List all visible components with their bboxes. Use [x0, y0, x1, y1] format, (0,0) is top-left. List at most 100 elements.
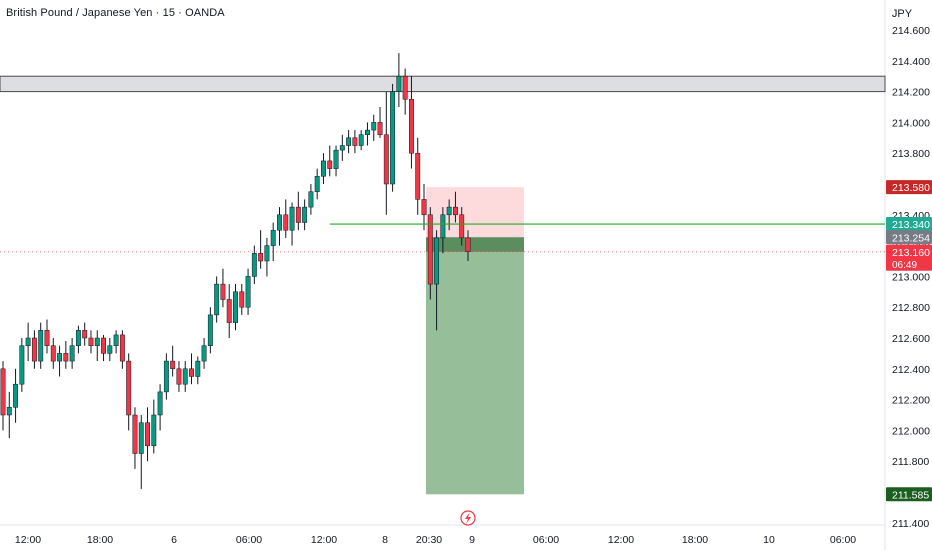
candle[interactable]: [13, 383, 19, 408]
price-tick-label: 212.200: [892, 395, 930, 407]
candle[interactable]: [396, 75, 402, 92]
candle[interactable]: [283, 214, 289, 231]
candle[interactable]: [82, 330, 88, 339]
currency-label: JPY: [892, 8, 913, 20]
candle[interactable]: [264, 245, 270, 262]
candle[interactable]: [333, 149, 339, 169]
candle[interactable]: [371, 122, 377, 131]
candle[interactable]: [233, 291, 238, 323]
candle[interactable]: [113, 334, 119, 346]
candle[interactable]: [189, 368, 194, 377]
candle[interactable]: [239, 291, 245, 308]
candle[interactable]: [19, 345, 25, 385]
price-tick-label: 214.200: [892, 87, 930, 99]
candle[interactable]: [295, 206, 301, 223]
candle[interactable]: [427, 214, 433, 285]
candle[interactable]: [446, 206, 452, 216]
candle[interactable]: [434, 237, 440, 285]
candle[interactable]: [25, 337, 31, 346]
resistance-zone[interactable]: [0, 75, 886, 93]
time-tick-label: 8: [382, 534, 388, 546]
candle[interactable]: [214, 283, 220, 316]
candle[interactable]: [440, 214, 446, 239]
candle[interactable]: [31, 337, 37, 362]
candle[interactable]: [421, 199, 427, 216]
candle[interactable]: [170, 360, 176, 370]
lightning-bolt-glyph: [465, 512, 471, 524]
take-profit-zone[interactable]: [426, 237, 524, 495]
candle[interactable]: [308, 191, 314, 208]
candle[interactable]: [327, 160, 333, 169]
candle[interactable]: [339, 145, 345, 151]
candle[interactable]: [50, 345, 56, 362]
candle[interactable]: [390, 91, 396, 185]
candle[interactable]: [195, 360, 201, 377]
candle[interactable]: [226, 299, 232, 323]
candle[interactable]: [207, 314, 213, 346]
candle[interactable]: [346, 137, 352, 146]
candle[interactable]: [289, 206, 295, 231]
price-tick-label: 212.000: [892, 425, 930, 437]
candle[interactable]: [321, 160, 326, 177]
candle[interactable]: [270, 229, 276, 246]
candle[interactable]: [0, 368, 6, 416]
candle[interactable]: [57, 353, 63, 362]
price-badge[interactable]: [886, 230, 932, 245]
price-tick-label: 214.600: [892, 25, 930, 37]
candle[interactable]: [352, 137, 358, 146]
candle[interactable]: [408, 99, 414, 154]
candle[interactable]: [138, 422, 144, 454]
candle[interactable]: [176, 368, 182, 385]
candle[interactable]: [132, 414, 138, 454]
candle[interactable]: [101, 337, 106, 354]
candle[interactable]: [163, 360, 169, 393]
price-badge-label: 213.160: [892, 247, 930, 259]
candle[interactable]: [119, 334, 125, 362]
price-badge[interactable]: [886, 217, 932, 232]
time-tick-label: 12:00: [608, 534, 634, 546]
candle[interactable]: [182, 368, 188, 385]
candle[interactable]: [44, 330, 50, 346]
candle[interactable]: [75, 330, 81, 346]
price-tick-label: 214.000: [892, 117, 930, 129]
price-tick-label: 214.400: [892, 56, 930, 68]
candle[interactable]: [251, 253, 257, 277]
candle[interactable]: [258, 253, 264, 262]
price-badge[interactable]: [886, 487, 932, 502]
price-tick-label: 212.800: [892, 302, 930, 314]
candle[interactable]: [38, 330, 44, 362]
candle[interactable]: [201, 345, 207, 362]
time-tick-label: 10: [763, 534, 775, 546]
price-tick-label: 212.400: [892, 364, 930, 376]
candle[interactable]: [126, 360, 132, 416]
candle[interactable]: [245, 276, 251, 308]
price-badge[interactable]: [886, 180, 932, 195]
candle[interactable]: [302, 206, 308, 223]
candle[interactable]: [383, 134, 389, 185]
candle[interactable]: [377, 122, 383, 135]
candle[interactable]: [452, 206, 458, 216]
candle[interactable]: [69, 345, 75, 362]
price-badge[interactable]: [886, 244, 932, 271]
time-tick-label: 6: [171, 534, 177, 546]
candle[interactable]: [459, 214, 465, 239]
candle[interactable]: [465, 237, 471, 253]
candle[interactable]: [151, 414, 157, 447]
candle[interactable]: [402, 75, 408, 100]
candle[interactable]: [415, 152, 421, 200]
candle[interactable]: [63, 353, 69, 362]
candle[interactable]: [145, 422, 150, 447]
candle[interactable]: [277, 214, 282, 231]
candle[interactable]: [107, 345, 113, 354]
candle[interactable]: [88, 337, 94, 346]
candle[interactable]: [157, 391, 163, 416]
candle[interactable]: [6, 407, 12, 416]
time-tick-label: 18:00: [682, 534, 708, 546]
candle[interactable]: [365, 129, 370, 135]
chart-title: British Pound / Japanese Yen · 15 · OAND…: [6, 7, 225, 19]
candle[interactable]: [94, 337, 100, 346]
candle[interactable]: [220, 283, 226, 300]
candle[interactable]: [358, 134, 364, 146]
candle[interactable]: [314, 176, 320, 192]
